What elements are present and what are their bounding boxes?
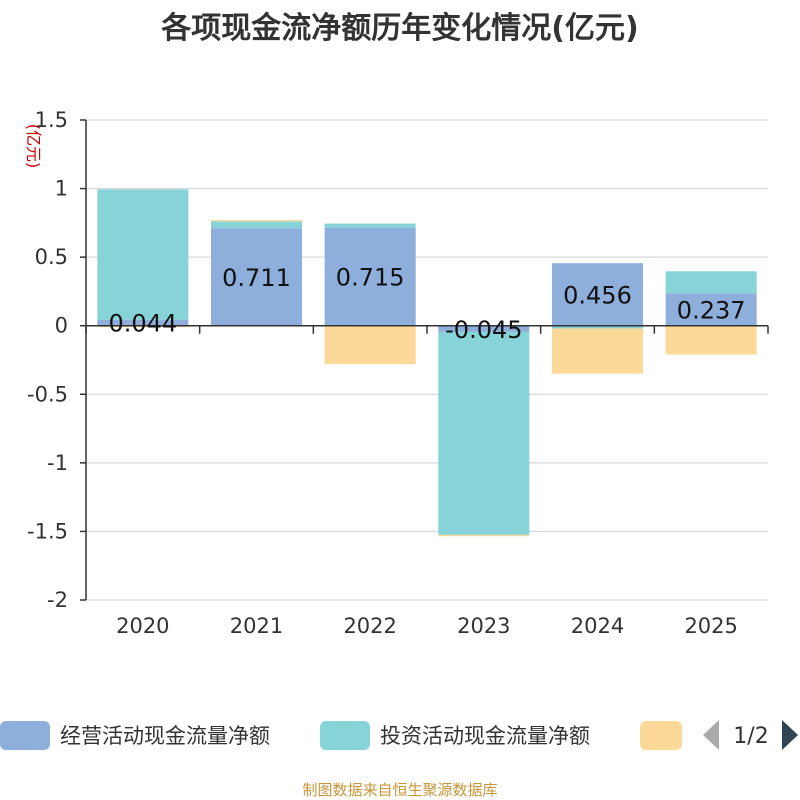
- bar-2020-series-1: [97, 319, 189, 326]
- legend-swatch-series-3: [640, 721, 682, 750]
- source-note: 制图数据来自恒生聚源数据库: [302, 781, 497, 799]
- x-tick-label: 2021: [230, 614, 283, 638]
- bar-2021-series-3: [211, 219, 302, 222]
- tick-labels: 1.5 1 0.5 0 -0.5 -1 -1.5 -2 2020 2021 2022 2023 2024…: [27, 108, 738, 638]
- bar-2021-series-1: [211, 228, 302, 326]
- data-label: 0.237: [677, 296, 746, 324]
- y-tick-label: -0.5: [27, 382, 68, 406]
- bar-2023-series-3: [438, 534, 530, 537]
- data-label: 0.715: [336, 264, 405, 292]
- bar-2024-series-2: [552, 325, 643, 329]
- legend-prev-icon: [703, 720, 719, 750]
- legend-swatch-series-1: [0, 721, 50, 750]
- y-tick-label: 0: [55, 314, 68, 338]
- x-tick-label: 2023: [457, 614, 510, 638]
- y-axis-unit: (亿元): [24, 124, 43, 169]
- bar-2025-series-1: [665, 293, 757, 326]
- bar-2023-series-2: [438, 331, 530, 535]
- data-label: 0.711: [222, 264, 291, 292]
- bar-2022-series-3: [324, 325, 416, 365]
- x-tick-label: 2022: [343, 614, 396, 638]
- data-label: -0.045: [445, 316, 522, 344]
- data-label: 0.044: [108, 310, 177, 338]
- chart-title: 各项现金流净额历年变化情况(亿元): [160, 11, 638, 46]
- legend: 经营活动现金流量净额 投资活动现金流量净额 1/2: [0, 720, 798, 750]
- data-labels: 0.044 0.711 0.715 -0.045 0.456 0.237: [108, 264, 745, 344]
- x-tick-label: 2025: [684, 614, 737, 638]
- axes: [80, 119, 769, 601]
- legend-swatch-series-2: [320, 721, 370, 750]
- y-tick-label: -2: [47, 588, 68, 612]
- y-tick-label: 1: [55, 177, 68, 201]
- bar-2025-series-2: [665, 271, 757, 294]
- y-tick-label: 1.5: [35, 108, 68, 132]
- legend-label: 投资活动现金流量净额: [380, 724, 590, 748]
- y-tick-label: -1: [47, 451, 68, 475]
- legend-page-indicator: 1/2: [733, 724, 768, 749]
- bar-2020-series-2: [97, 189, 189, 320]
- x-tick-label: 2024: [571, 614, 624, 638]
- y-tick-label: 0.5: [35, 245, 68, 269]
- bar-2021-series-2: [211, 221, 302, 229]
- bar-2023-series-1: [438, 325, 530, 332]
- bar-2024-series-1: [552, 263, 643, 326]
- x-tick-label: 2020: [116, 614, 169, 638]
- y-tick-label: -1.5: [27, 519, 68, 543]
- bar-2024-series-3: [552, 328, 643, 374]
- bars: [97, 189, 757, 537]
- legend-label: 经营活动现金流量净额: [60, 724, 270, 748]
- bar-2022-series-2: [324, 223, 416, 228]
- data-label: 0.456: [563, 281, 632, 309]
- bar-2025-series-3: [665, 325, 757, 355]
- legend-next-icon: [782, 720, 798, 750]
- bar-2022-series-1: [324, 227, 416, 326]
